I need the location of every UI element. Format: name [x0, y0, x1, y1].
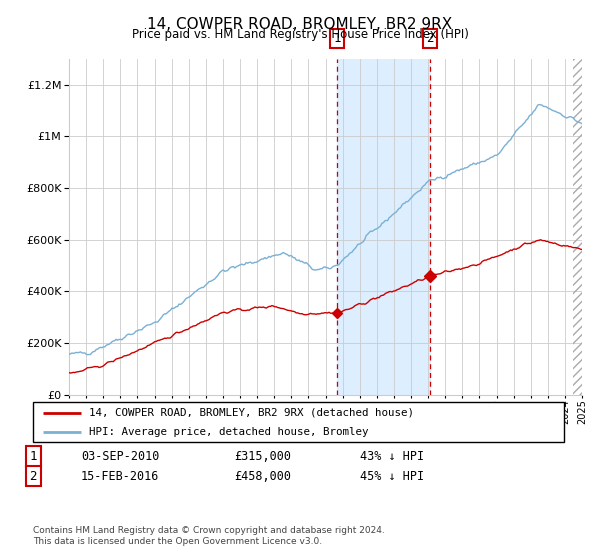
Bar [337, 59, 430, 395]
Text: 1: 1 [333, 32, 341, 45]
Text: 15-FEB-2016: 15-FEB-2016 [81, 469, 160, 483]
Text: 14, COWPER ROAD, BROMLEY, BR2 9RX: 14, COWPER ROAD, BROMLEY, BR2 9RX [148, 17, 452, 32]
Text: 03-SEP-2010: 03-SEP-2010 [81, 450, 160, 463]
Text: 43% ↓ HPI: 43% ↓ HPI [360, 450, 424, 463]
Text: Contains HM Land Registry data © Crown copyright and database right 2024.
This d: Contains HM Land Registry data © Crown c… [33, 526, 385, 546]
Text: 2: 2 [427, 32, 434, 45]
Text: 1: 1 [29, 450, 37, 463]
Bar [574, 59, 582, 395]
Text: HPI: Average price, detached house, Bromley: HPI: Average price, detached house, Brom… [89, 427, 368, 436]
Text: 14, COWPER ROAD, BROMLEY, BR2 9RX (detached house): 14, COWPER ROAD, BROMLEY, BR2 9RX (detac… [89, 408, 414, 418]
Text: 2: 2 [29, 469, 37, 483]
Text: £458,000: £458,000 [234, 469, 291, 483]
Text: 45% ↓ HPI: 45% ↓ HPI [360, 469, 424, 483]
FancyBboxPatch shape [33, 402, 564, 442]
Text: £315,000: £315,000 [234, 450, 291, 463]
Text: Price paid vs. HM Land Registry's House Price Index (HPI): Price paid vs. HM Land Registry's House … [131, 28, 469, 41]
